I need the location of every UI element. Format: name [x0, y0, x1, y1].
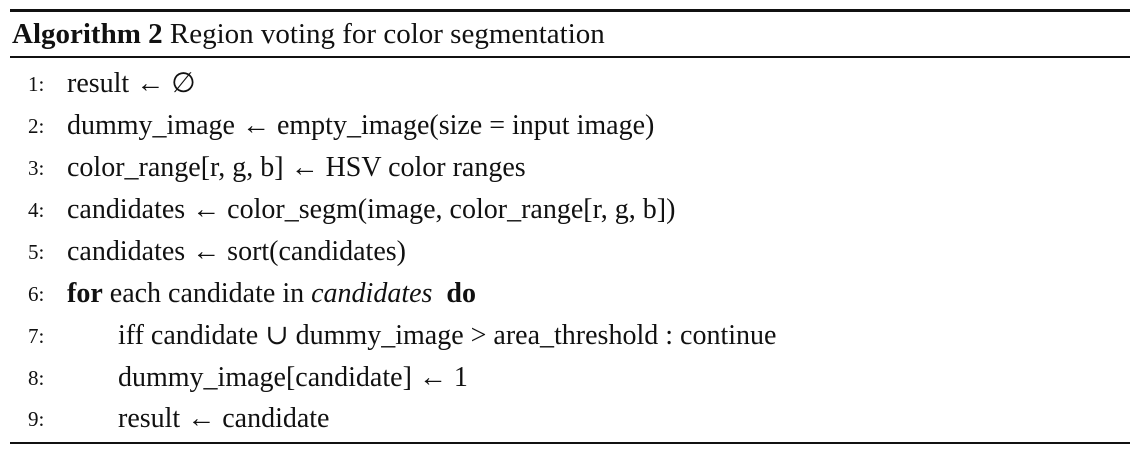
- line-statement: for each candidate in candidates do: [67, 274, 476, 314]
- do-keyword: do: [446, 278, 476, 309]
- caption-rule: [10, 56, 1130, 58]
- algorithm-title: Region voting for color segmentation: [169, 18, 605, 50]
- line-number: 9:: [28, 407, 45, 431]
- bottom-rule: [10, 442, 1130, 444]
- line-statement: dummy_image ← empty_image(size = input i…: [67, 110, 655, 141]
- line-statement: iff candidate ∪ dummy_image > area_thres…: [118, 320, 777, 351]
- line-statement: result ← ∅: [67, 68, 196, 99]
- line-number: 1:: [28, 72, 45, 96]
- line-number: 2:: [28, 114, 45, 138]
- line-number: 4:: [28, 198, 45, 222]
- for-keyword: for: [67, 278, 103, 309]
- line-statement: candidates ← color_segm(image, color_ran…: [67, 194, 676, 225]
- loop-variable: candidates: [311, 278, 433, 309]
- loop-text: each candidate in: [109, 278, 305, 309]
- line-number: 7:: [28, 324, 45, 348]
- line-statement: candidates ← sort(candidates): [67, 236, 406, 267]
- line-statement: dummy_image[candidate] ← 1: [118, 362, 468, 393]
- line-statement: color_range[r, g, b] ← HSV color ranges: [67, 152, 526, 183]
- algorithm-caption: Algorithm 2 Region voting for color segm…: [12, 14, 605, 54]
- line-number: 8:: [28, 366, 45, 390]
- algorithm-label: Algorithm 2: [12, 18, 163, 50]
- line-number: 6:: [28, 282, 45, 306]
- line-number: 5:: [28, 240, 45, 264]
- line-statement: result ← candidate: [118, 403, 330, 434]
- line-number: 3:: [28, 156, 45, 180]
- top-rule: [10, 9, 1130, 12]
